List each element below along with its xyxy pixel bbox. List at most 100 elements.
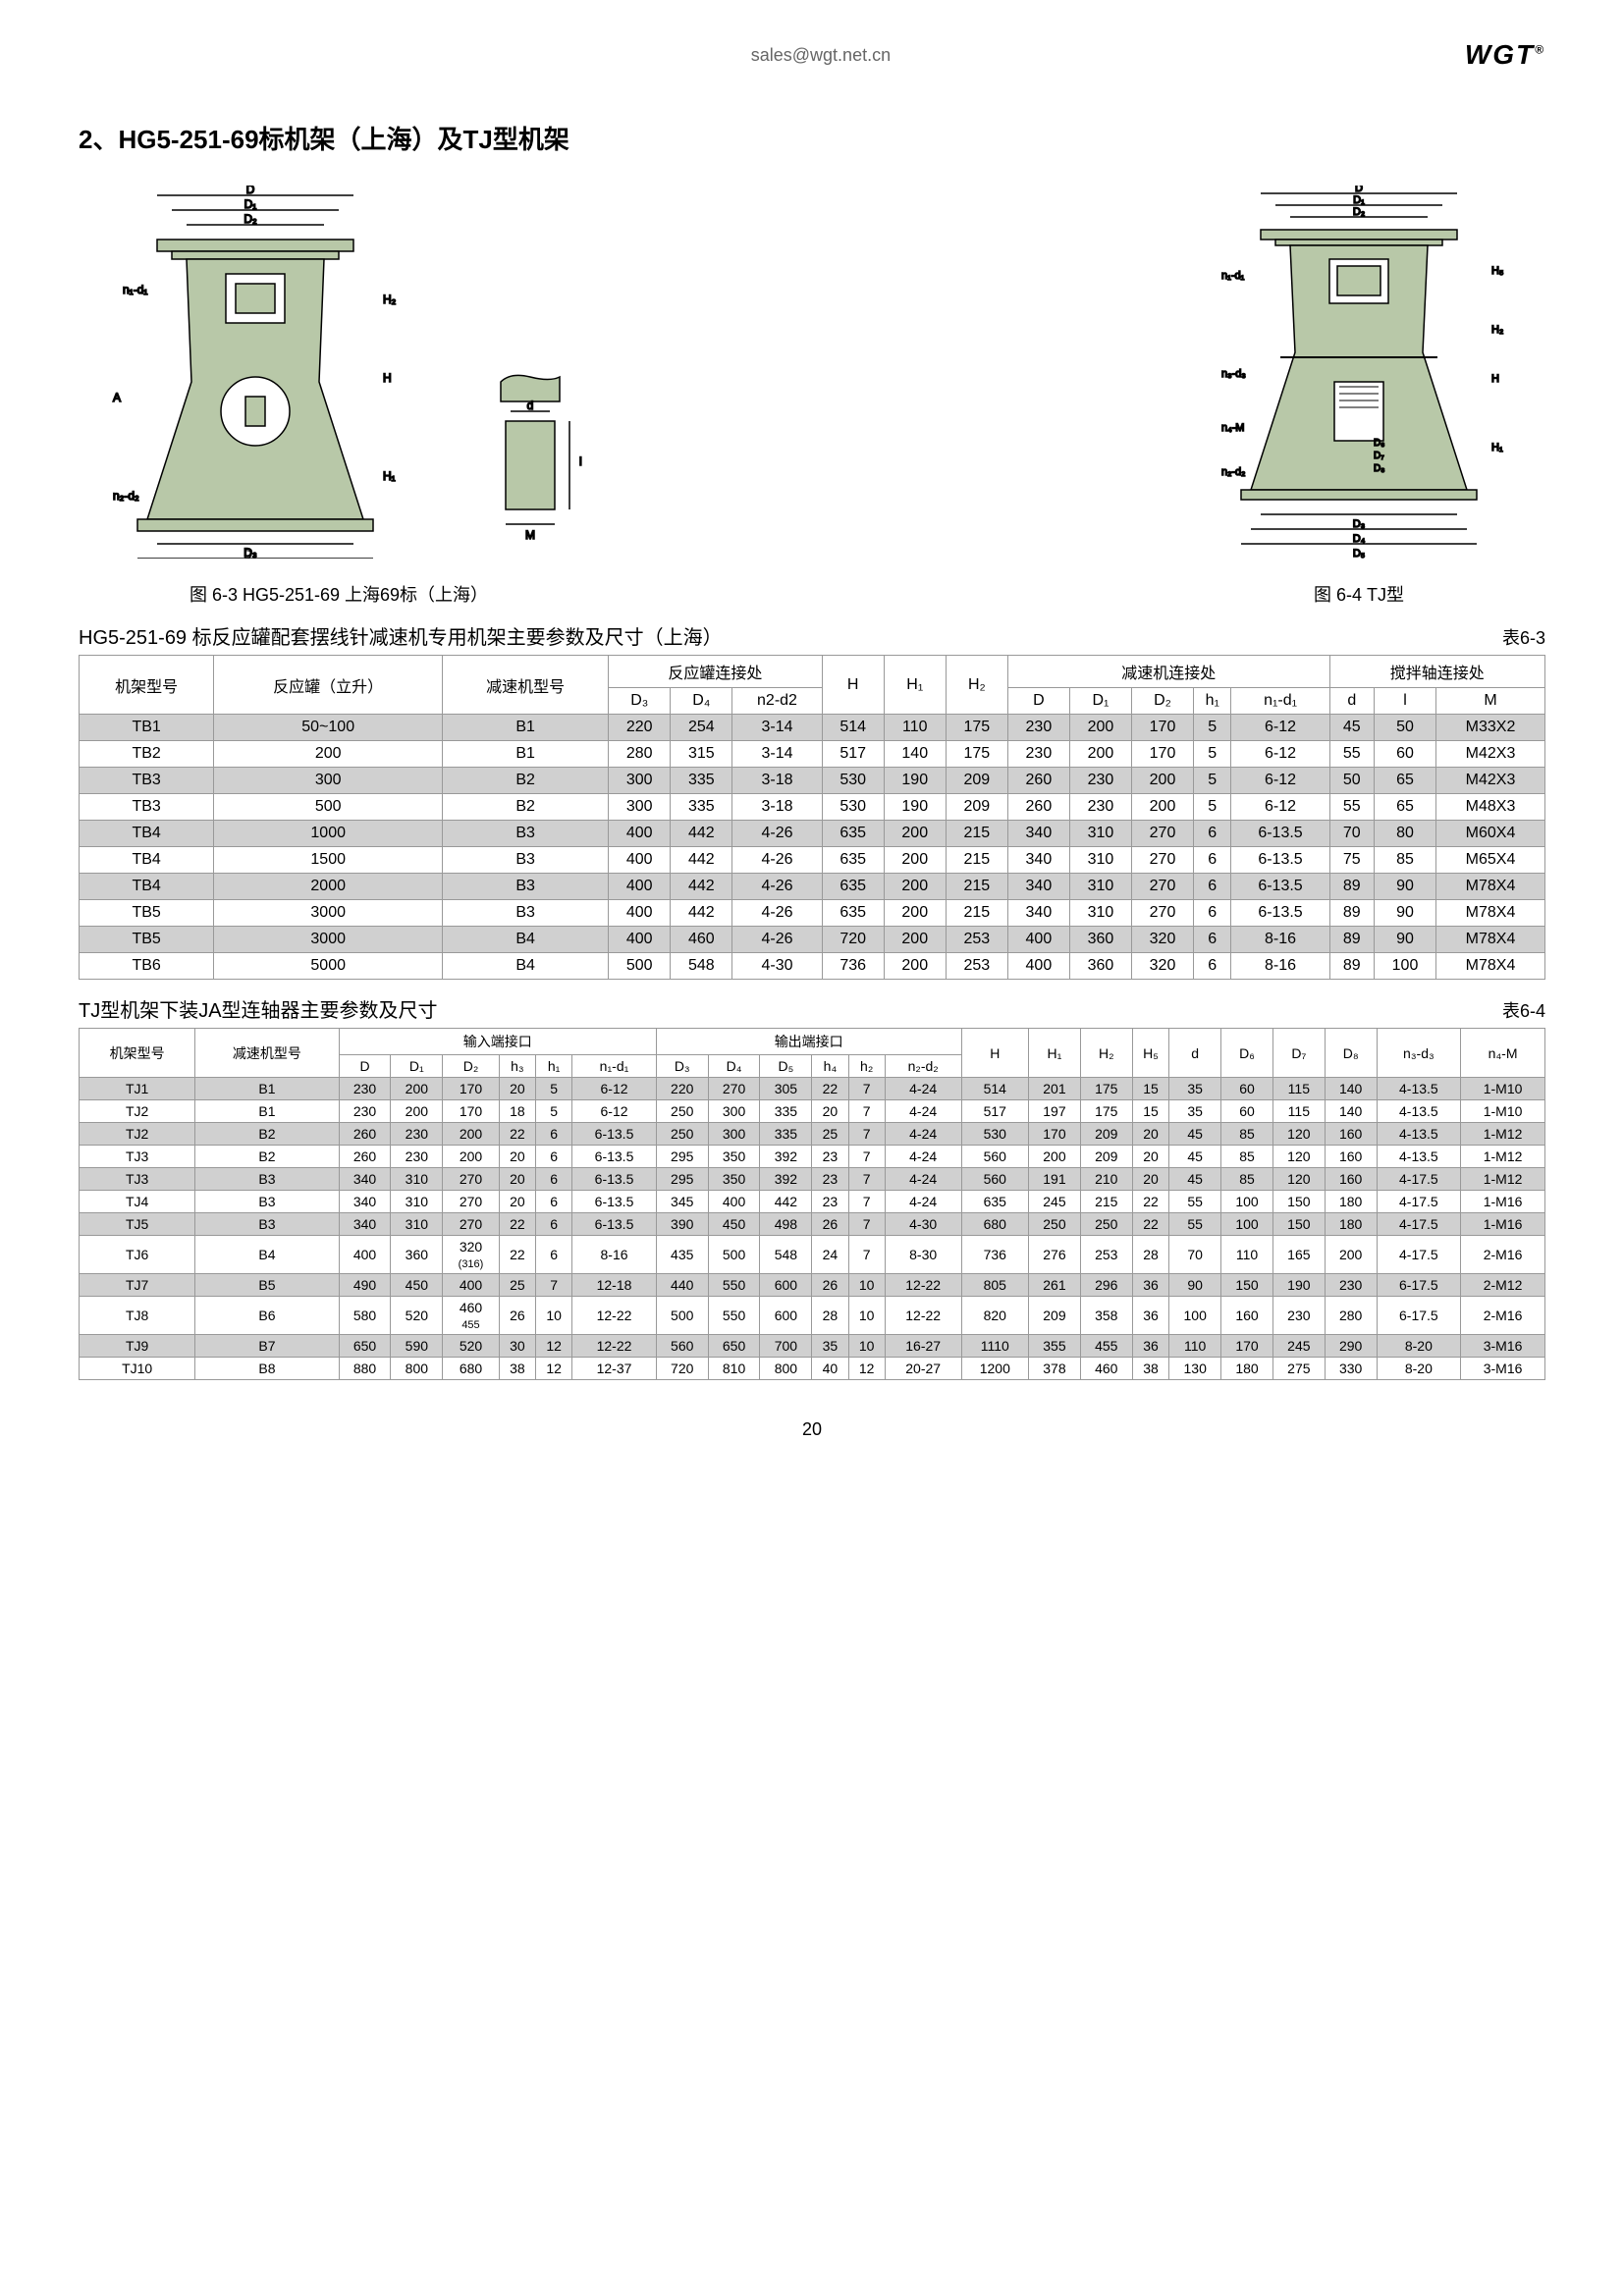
table-cell: 230 — [391, 1123, 443, 1146]
table-cell: 175 — [946, 741, 1007, 768]
table-cell: 4-24 — [885, 1100, 961, 1123]
table-cell: 390 — [656, 1213, 708, 1236]
table-cell: 20 — [1132, 1168, 1169, 1191]
table-cell: 200 — [884, 953, 946, 980]
table-cell: 261 — [1029, 1274, 1081, 1297]
table-cell: 4-17.5 — [1377, 1236, 1461, 1274]
table-cell: 3-M16 — [1461, 1335, 1545, 1358]
table-cell: 209 — [1029, 1297, 1081, 1335]
table-cell: 6-12 — [1231, 794, 1329, 821]
table-cell: B5 — [195, 1274, 339, 1297]
table-cell: 635 — [961, 1191, 1028, 1213]
table-cell: 200 — [1069, 715, 1131, 741]
table-cell: 270 — [1131, 900, 1193, 927]
section-title: 2、HG5-251-69标机架（上海）及TJ型机架 — [79, 120, 1545, 156]
caption-fig63: 图 6-3 HG5-251-69 上海69标（上海） — [189, 581, 488, 607]
table-cell: 38 — [499, 1358, 535, 1380]
table-cell: 635 — [822, 874, 884, 900]
table-cell: 36 — [1132, 1274, 1169, 1297]
svg-text:D: D — [1355, 186, 1363, 194]
table-cell: 6 — [535, 1236, 571, 1274]
table-cell: 22 — [812, 1078, 848, 1100]
table-cell: 6-12 — [1231, 715, 1329, 741]
page-number: 20 — [79, 1419, 1545, 1440]
table-cell: 460 — [671, 927, 732, 953]
svg-text:M: M — [525, 528, 535, 542]
table-cell: 12 — [535, 1358, 571, 1380]
table-cell: 6 — [535, 1123, 571, 1146]
table-cell: 4-24 — [885, 1191, 961, 1213]
table-row: TJ9B7650590520301212-22560650700351016-2… — [80, 1335, 1545, 1358]
table-cell: 280 — [609, 741, 671, 768]
table-cell: 810 — [708, 1358, 760, 1380]
table-cell: 270 — [1131, 874, 1193, 900]
table-cell: 5 — [535, 1100, 571, 1123]
table-cell: 335 — [671, 768, 732, 794]
table-row: TJ7B549045040025712-18440550600261012-22… — [80, 1274, 1545, 1297]
table-cell: 55 — [1329, 741, 1374, 768]
table-cell: 400 — [609, 847, 671, 874]
table-cell: 1-M12 — [1461, 1146, 1545, 1168]
table-cell: 6-13.5 — [1231, 900, 1329, 927]
svg-text:A: A — [113, 391, 121, 404]
table-cell: TJ3 — [80, 1146, 195, 1168]
table-cell: 8-16 — [1231, 953, 1329, 980]
table-cell: 305 — [760, 1078, 812, 1100]
table-cell: 590 — [391, 1335, 443, 1358]
table-cell: 170 — [443, 1078, 500, 1100]
table-cell: B4 — [195, 1236, 339, 1274]
table-cell: 36 — [1132, 1297, 1169, 1335]
table-cell: 45 — [1329, 715, 1374, 741]
table-cell: 110 — [1169, 1335, 1221, 1358]
table-cell: 22 — [499, 1123, 535, 1146]
table-cell: 100 — [1169, 1297, 1221, 1335]
table-cell: 490 — [339, 1274, 391, 1297]
svg-text:D: D — [246, 186, 255, 196]
table-cell: 25 — [812, 1123, 848, 1146]
table-cell: 170 — [1221, 1335, 1273, 1358]
table-cell: 230 — [1007, 715, 1069, 741]
table-cell: 400 — [1007, 953, 1069, 980]
table-cell: TB6 — [80, 953, 214, 980]
table-cell: 85 — [1221, 1123, 1273, 1146]
th-H: H — [822, 656, 884, 715]
table-cell: TJ3 — [80, 1168, 195, 1191]
table-cell: 8-16 — [572, 1236, 657, 1274]
contact-email: sales@wgt.net.cn — [177, 45, 1465, 66]
table-cell: 442 — [671, 874, 732, 900]
table-cell: 7 — [848, 1168, 885, 1191]
table-cell: 340 — [1007, 900, 1069, 927]
table-cell: 215 — [946, 874, 1007, 900]
table-cell: 6 — [535, 1213, 571, 1236]
table-cell: 355 — [1029, 1335, 1081, 1358]
table-row: TJ5B33403102702266-13.53904504982674-306… — [80, 1213, 1545, 1236]
table-cell: 276 — [1029, 1236, 1081, 1274]
table-cell: 514 — [822, 715, 884, 741]
table-cell: 26 — [499, 1297, 535, 1335]
diagram-shaft: d M l — [461, 352, 599, 573]
table-cell: 295 — [656, 1146, 708, 1168]
table-cell: 4-26 — [732, 821, 822, 847]
table-cell: 50~100 — [214, 715, 443, 741]
table-cell: 160 — [1325, 1123, 1377, 1146]
table-cell: 6-12 — [1231, 741, 1329, 768]
table-cell: 160 — [1221, 1297, 1273, 1335]
table-cell: 23 — [812, 1191, 848, 1213]
table-cell: 4-17.5 — [1377, 1213, 1461, 1236]
svg-text:D₁: D₁ — [244, 197, 257, 211]
table-cell: 600 — [760, 1274, 812, 1297]
table-cell: 20-27 — [885, 1358, 961, 1380]
table-cell: 548 — [760, 1236, 812, 1274]
table-row: TB65000B45005484-3073620025340036032068-… — [80, 953, 1545, 980]
table-cell: 89 — [1329, 874, 1374, 900]
table-cell: 5 — [535, 1078, 571, 1100]
table-row: TJ8B6580520460455261012-2250055060028101… — [80, 1297, 1545, 1335]
table-cell: 23 — [812, 1168, 848, 1191]
table-cell: 130 — [1169, 1358, 1221, 1380]
table-cell: M33X2 — [1436, 715, 1545, 741]
table-cell: 175 — [1080, 1100, 1132, 1123]
table-cell: 160 — [1325, 1146, 1377, 1168]
svg-text:D₇: D₇ — [1374, 451, 1384, 461]
table-cell: 6 — [1194, 927, 1231, 953]
table-cell: 12-22 — [885, 1274, 961, 1297]
